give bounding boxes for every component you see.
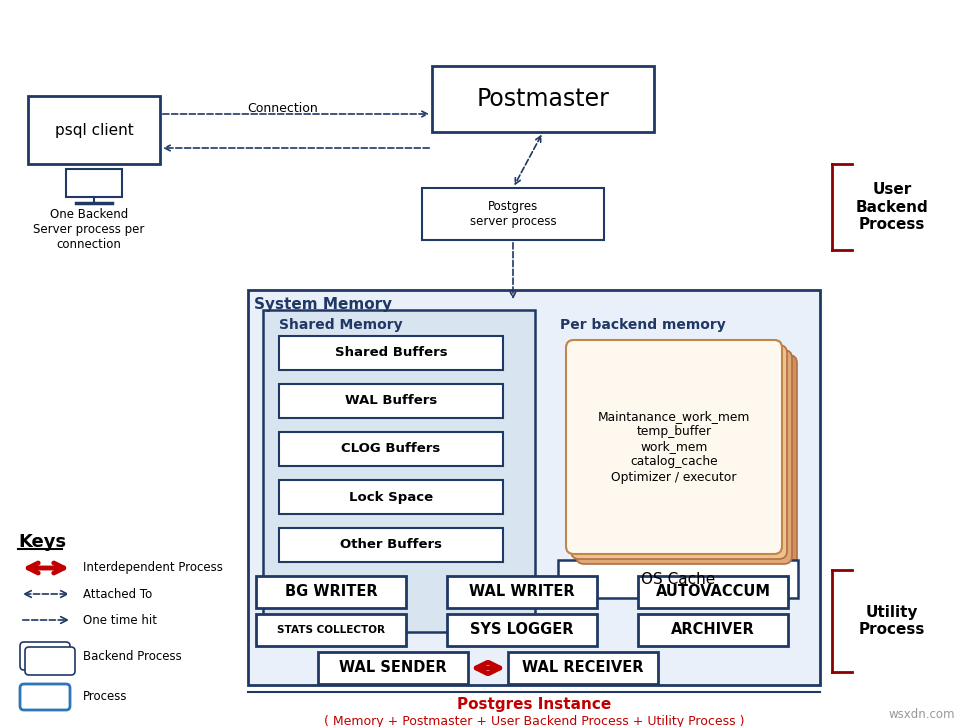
Text: WAL SENDER: WAL SENDER <box>339 661 447 675</box>
Bar <box>432 66 654 132</box>
Bar <box>279 480 503 514</box>
Text: Attached To: Attached To <box>83 587 152 601</box>
Text: OS Cache: OS Cache <box>641 571 715 587</box>
FancyBboxPatch shape <box>20 642 70 670</box>
Bar <box>638 576 788 608</box>
Bar <box>422 188 604 240</box>
Bar <box>248 290 820 685</box>
Text: Interdependent Process: Interdependent Process <box>83 561 223 574</box>
Text: psql client: psql client <box>54 123 134 137</box>
Text: User
Backend
Process: User Backend Process <box>856 182 928 232</box>
Bar <box>638 614 788 646</box>
Text: SYS LOGGER: SYS LOGGER <box>470 622 574 638</box>
Text: Lock Space: Lock Space <box>349 491 433 504</box>
FancyBboxPatch shape <box>566 340 782 554</box>
Text: Connection: Connection <box>248 102 319 114</box>
Text: One Backend
Server process per
connection: One Backend Server process per connectio… <box>33 207 144 251</box>
Text: Backend Process: Backend Process <box>83 649 182 662</box>
Bar <box>447 576 597 608</box>
Text: Per backend memory: Per backend memory <box>560 318 726 332</box>
FancyBboxPatch shape <box>576 350 792 564</box>
Bar <box>256 576 406 608</box>
Text: WAL RECEIVER: WAL RECEIVER <box>522 661 643 675</box>
Text: BG WRITER: BG WRITER <box>285 585 377 600</box>
Bar <box>256 614 406 646</box>
Text: ( Memory + Postmaster + User Backend Process + Utility Process ): ( Memory + Postmaster + User Backend Pro… <box>324 715 744 727</box>
Text: wsxdn.com: wsxdn.com <box>889 707 955 720</box>
Text: STATS COLLECTOR: STATS COLLECTOR <box>277 625 385 635</box>
FancyBboxPatch shape <box>581 355 797 569</box>
Bar <box>66 169 122 197</box>
Bar <box>558 560 798 598</box>
Bar <box>279 432 503 466</box>
Text: Shared Buffers: Shared Buffers <box>334 347 448 359</box>
Text: Maintanance_work_mem
temp_buffer
work_mem
catalog_cache
Optimizer / executor: Maintanance_work_mem temp_buffer work_me… <box>598 411 750 483</box>
Text: Process: Process <box>83 691 128 704</box>
Text: Other Buffers: Other Buffers <box>340 539 442 552</box>
Text: One time hit: One time hit <box>83 614 157 627</box>
FancyBboxPatch shape <box>20 684 70 710</box>
Text: AUTOVACCUM: AUTOVACCUM <box>655 585 770 600</box>
Bar <box>28 96 160 164</box>
Bar <box>279 528 503 562</box>
Bar <box>318 652 468 684</box>
Text: CLOG Buffers: CLOG Buffers <box>341 443 441 456</box>
Bar <box>279 384 503 418</box>
Text: ARCHIVER: ARCHIVER <box>672 622 755 638</box>
FancyBboxPatch shape <box>25 647 75 675</box>
Bar <box>263 310 535 632</box>
Text: Utility
Process: Utility Process <box>859 605 925 637</box>
Bar <box>447 614 597 646</box>
Text: System Memory: System Memory <box>254 297 392 313</box>
Text: Shared Memory: Shared Memory <box>279 318 403 332</box>
FancyBboxPatch shape <box>571 345 787 559</box>
Text: WAL WRITER: WAL WRITER <box>469 585 575 600</box>
Text: Postgres
server process: Postgres server process <box>470 200 556 228</box>
Bar <box>279 336 503 370</box>
Text: WAL Buffers: WAL Buffers <box>345 395 437 408</box>
Text: Postgres Instance: Postgres Instance <box>456 697 611 712</box>
Bar <box>508 652 658 684</box>
Text: Keys: Keys <box>18 533 66 551</box>
FancyBboxPatch shape <box>566 340 782 554</box>
Text: Postmaster: Postmaster <box>477 87 610 111</box>
